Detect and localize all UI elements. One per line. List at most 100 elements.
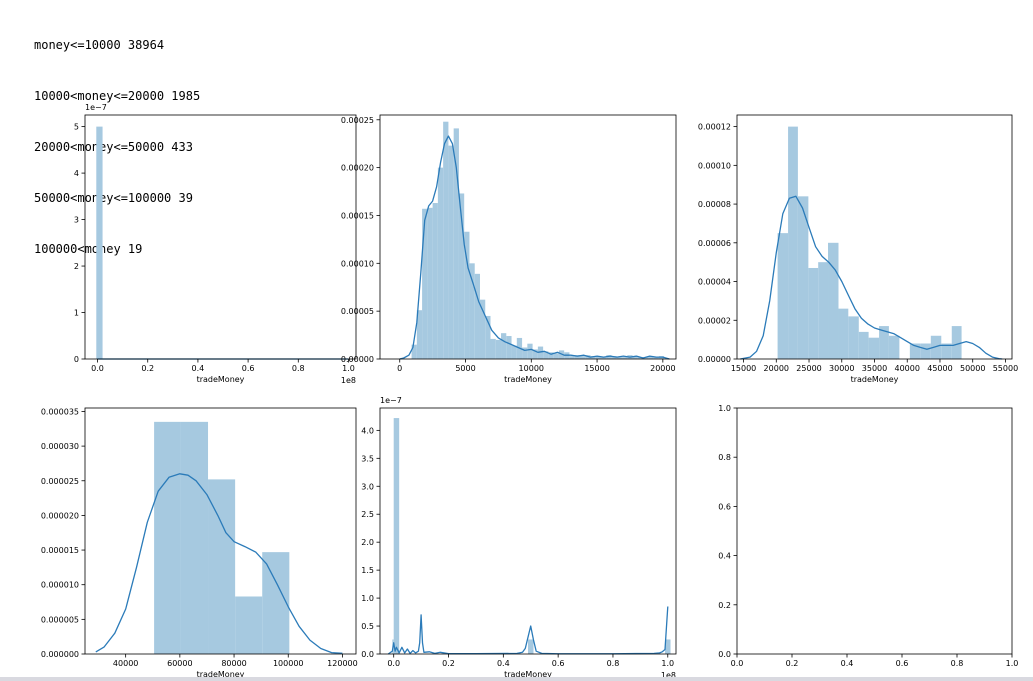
y-tick-label: 0.8 [718,453,731,462]
y-tick-label: 0.00006 [698,239,731,248]
hist-bar [154,421,181,654]
kde-line [399,135,670,360]
x-offset-text: 1e8 [341,376,356,385]
hist-bar [648,356,654,359]
hist-bar [96,126,103,359]
y-tick-label: 0.00010 [698,161,731,170]
y-tick-label: 0.00005 [341,307,374,316]
hist-bar [632,356,638,359]
y-tick-label: 3 [74,216,79,225]
subplot-3: 15000 20000 25000 30000 35000 40000 45000 50000… [698,114,1018,384]
hist-bar [532,349,538,359]
y-tick-label: 3.5 [361,454,374,463]
y-tick-label: 1.0 [718,404,731,413]
hist-bar [590,356,596,359]
axes-frame [379,114,677,360]
hist-bar [527,343,533,359]
hist-bar [643,357,649,359]
hist-bar [464,231,470,359]
hist-bar [611,356,617,359]
hist-bar [569,356,575,359]
y-tick-label: 0.00000 [341,355,374,364]
x-tick-label: 80000 [221,659,246,668]
x-axis-label: tradeMoney [197,375,245,384]
y-tick-label: 0.000020 [41,511,79,520]
y-tick-label: 0.000015 [41,546,79,555]
y-tick-label: 1 [74,309,79,318]
hist-bar [485,315,491,359]
hist-bar [553,353,559,359]
scroll-track [0,677,1033,681]
x-tick-label: 0.6 [896,659,909,668]
hist-bar [777,233,789,359]
x-tick-label: 0.2 [786,659,799,668]
hist-bar [543,351,549,359]
x-tick-label: 0.0 [731,659,744,668]
x-tick-label: 40000 [895,364,920,373]
hist-bar [528,639,534,654]
x-tick-label: 0.4 [841,659,854,668]
hist-bar [909,343,921,359]
x-offset-text: 1e8 [661,671,676,680]
y-tick-label: 0.00002 [698,316,731,325]
y-tick-label: 0.6 [718,502,731,511]
x-tick-label: 15000 [731,364,756,373]
x-tick-label: 0.0 [387,659,400,668]
hist-bar [522,347,528,359]
y-offset-text: 1e−7 [380,396,402,405]
y-tick-label: 0.000025 [41,477,79,486]
hist-bar [941,343,952,359]
hist-bar [443,121,449,360]
hist-bar [432,203,438,359]
hist-bar [930,335,942,359]
hist-bar [848,316,859,359]
hist-bar [537,346,544,359]
x-tick-label: 60000 [167,659,192,668]
hist-bar [208,479,236,654]
y-tick-label: 0.000035 [41,407,79,416]
x-tick-label: 20000 [650,364,675,373]
hist-bar [411,344,417,359]
hist-bar [501,333,507,359]
hist-bar [506,336,512,359]
hist-bar [479,299,486,359]
y-offset-text: 1e−7 [85,103,107,112]
y-tick-label: 2.0 [361,538,374,547]
hist-bar [448,145,454,359]
x-tick-label: 0.6 [242,364,255,373]
x-tick-label: 0.8 [607,659,620,668]
hist-bar [665,639,671,654]
hist-bar [601,357,607,359]
y-tick-label: 0.0 [361,650,374,659]
hist-bar [469,263,475,359]
axes-frame [736,407,1013,655]
hist-bar [416,310,423,359]
x-tick-label: 0.6 [552,659,565,668]
hist-bar [437,167,444,359]
hist-bar [574,355,580,359]
hist-bar [920,343,931,359]
subplot-1: 0.0 0.2 0.4 0.6 0.8 1.0 0 1 2 3 4 5 tradeMoney 1e8 1e−… [74,103,357,385]
kde-line [95,473,343,654]
hist-bar [474,273,480,359]
hist-bar [393,418,400,654]
x-tick-label: 20000 [764,364,789,373]
x-axis-label: tradeMoney [504,375,552,384]
x-tick-label: 0 [397,364,402,373]
x-tick-label: 50000 [960,364,985,373]
hist-bar [490,338,496,359]
y-tick-label: 4.0 [361,426,374,435]
hist-bar [808,267,819,359]
y-tick-label: 1.0 [361,594,374,603]
x-tick-label: 0.8 [292,364,305,373]
y-tick-label: 4 [74,169,79,178]
y-tick-label: 0.2 [718,601,731,610]
x-tick-label: 15000 [584,364,609,373]
x-axis-label: tradeMoney [504,670,552,679]
y-tick-label: 0.00000 [698,355,731,364]
x-tick-label: 1.0 [661,659,674,668]
x-tick-label: 45000 [927,364,952,373]
hist-bar [858,331,869,359]
subplot-5: 0.0 0.2 0.4 0.6 0.8 1.0 0.0 0.5 1.0 1.5 2.0 2.5 3.0 3… [361,396,677,680]
